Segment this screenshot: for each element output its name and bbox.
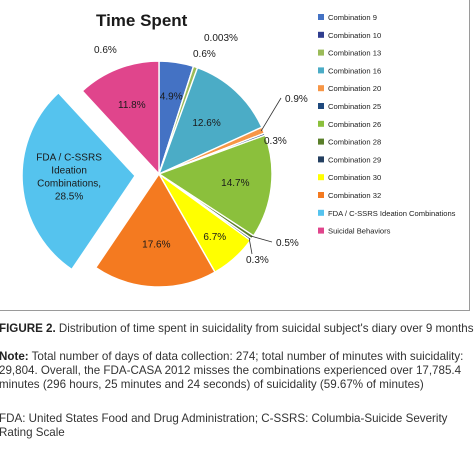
legend-swatch-combination-9 bbox=[318, 14, 324, 20]
slice-label-fda-c-ssrs-ideation-combinations: FDA / C-SSRS Ideation Combinations, 28.5% bbox=[36, 153, 102, 203]
legend-swatch-combination-32 bbox=[318, 192, 324, 198]
legend-swatch-combination-10 bbox=[318, 31, 324, 38]
pie-chart: Time Spent 4.9% 0.003% 0.6% 12.6% 0.9% 0.3% 14… bbox=[21, 11, 456, 288]
legend-label-combination-10: Combination 10 bbox=[328, 31, 381, 40]
slice-label-combination-28: 0.5% bbox=[276, 238, 299, 249]
pie-slice-combination-32 bbox=[94, 172, 216, 288]
pie-slice-fda-c-ssrs-ideation-combinations bbox=[21, 91, 136, 271]
legend-swatch-combination-26 bbox=[318, 120, 324, 127]
leader-lines bbox=[248, 97, 282, 255]
note-text: Total number of days of data collection:… bbox=[0, 350, 464, 391]
legend-swatch-combination-16 bbox=[318, 67, 324, 74]
chart-title: Time Spent bbox=[96, 11, 188, 30]
legend-label-combination-26: Combination 26 bbox=[328, 120, 381, 129]
leader-line-combination-20 bbox=[260, 97, 282, 132]
pie-slices bbox=[21, 60, 273, 288]
leader-line-combination-28 bbox=[250, 235, 273, 243]
legend-label-fda-c-ssrs-ideation-combinations: FDA / C-SSRS Ideation Combinations bbox=[328, 209, 456, 218]
legend-swatch-combination-30 bbox=[318, 174, 324, 181]
figure-label: FIGURE 2. bbox=[0, 322, 56, 335]
legend-label-combination-13: Combination 13 bbox=[328, 49, 381, 58]
legend-label-combination-9: Combination 9 bbox=[328, 13, 377, 22]
legend-label-combination-20: Combination 20 bbox=[328, 84, 381, 93]
legend-swatch-combination-13 bbox=[318, 49, 324, 56]
legend-swatch-suicidal-behaviors bbox=[318, 227, 324, 234]
slice-label-combination-9: 4.9% bbox=[160, 91, 183, 102]
pie-slice-suicidal-behaviors bbox=[81, 60, 160, 176]
figure-caption-text: Distribution of time spent in suicidalit… bbox=[55, 322, 474, 335]
pie-slice-combination-26 bbox=[157, 134, 273, 237]
legend-swatch-fda-c-ssrs-ideation-combinations bbox=[318, 209, 324, 216]
abbreviations-text: FDA: United States Food and Drug Adminis… bbox=[0, 412, 448, 439]
extra-slice-label-1: 0.6% bbox=[94, 45, 117, 56]
slice-labels: 4.9% 0.003% 0.6% 12.6% 0.9% 0.3% 14.7% 0.5% 0.3%… bbox=[36, 33, 308, 266]
figure-caption: FIGURE 2. Distribution of time spent in … bbox=[0, 322, 474, 336]
slice-label-combination-30: 6.7% bbox=[203, 232, 226, 243]
slice-label-combination-10: 0.003% bbox=[204, 33, 238, 44]
slice-label-combination-32: 17.6% bbox=[142, 240, 170, 251]
legend-label-combination-28: Combination 28 bbox=[328, 138, 381, 147]
slice-label-combination-13: 0.6% bbox=[193, 49, 216, 60]
legend-swatch-combination-28 bbox=[318, 138, 324, 145]
slice-label-combination-29: 0.3% bbox=[246, 255, 269, 266]
legend-swatch-combination-29 bbox=[318, 156, 324, 163]
abbreviations-paragraph: FDA: United States Food and Drug Adminis… bbox=[0, 412, 474, 440]
legend-label-combination-32: Combination 32 bbox=[328, 191, 381, 200]
legend-label-combination-16: Combination 16 bbox=[328, 66, 381, 75]
slice-label-combination-25: 0.3% bbox=[264, 136, 287, 147]
slice-label-suicidal-behaviors: 11.8% bbox=[118, 100, 146, 111]
legend-label-suicidal-behaviors: Suicidal Behaviors bbox=[328, 227, 391, 236]
legend-label-combination-29: Combination 29 bbox=[328, 155, 381, 164]
figure-panel: Time Spent 4.9% 0.003% 0.6% 12.6% 0.9% 0.3% 14… bbox=[0, 0, 470, 311]
slice-label-combination-26: 14.7% bbox=[221, 178, 249, 189]
note-label: Note: bbox=[0, 350, 29, 363]
legend: Combination 9 Combination 10 Combination 1… bbox=[318, 13, 456, 236]
legend-label-combination-30: Combination 30 bbox=[328, 173, 381, 182]
slice-label-combination-20: 0.9% bbox=[285, 94, 308, 105]
note-paragraph: Note: Total number of days of data colle… bbox=[0, 350, 474, 392]
pie-slice-combination-16 bbox=[157, 66, 263, 176]
legend-swatch-combination-20 bbox=[318, 85, 324, 92]
slice-label-combination-16: 12.6% bbox=[192, 118, 220, 129]
legend-label-combination-25: Combination 25 bbox=[328, 102, 381, 111]
leader-line-combination-29 bbox=[248, 238, 253, 255]
legend-swatch-combination-25 bbox=[318, 103, 324, 109]
